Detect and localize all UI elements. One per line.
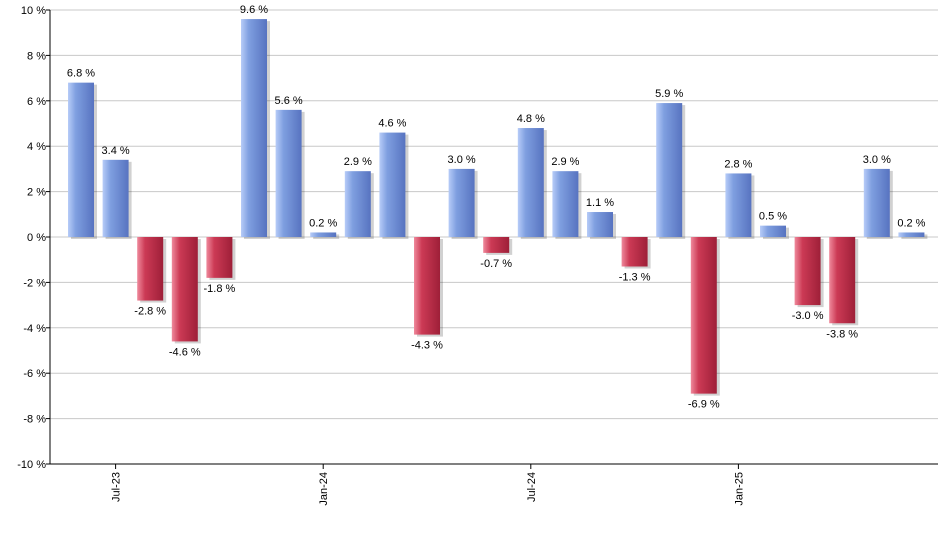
data-label: 4.8 %: [517, 113, 545, 125]
data-label: -1.8 %: [204, 283, 236, 295]
data-label: -1.3 %: [619, 272, 651, 284]
data-labels: 6.8 % 3.4 % -2.8 % -4.6 % -1.8 % 9.6 % 5.6 % 0.…: [67, 4, 926, 411]
bar: [621, 237, 648, 267]
bar: [656, 103, 683, 237]
bar: [102, 159, 129, 237]
y-tick-label: -6 %: [23, 368, 46, 380]
bar: [310, 232, 337, 237]
bar: [379, 132, 406, 237]
data-label: 9.6 %: [240, 4, 268, 16]
data-label: -3.0 %: [792, 310, 824, 322]
bar: [794, 237, 821, 306]
y-tick-label: 0 %: [27, 232, 46, 244]
y-tick-label: 10 %: [21, 5, 46, 17]
y-tick-label: 2 %: [27, 187, 46, 199]
bar: [517, 128, 544, 237]
data-label: -2.8 %: [134, 306, 166, 318]
bar: [68, 82, 94, 237]
y-tick-label: -2 %: [23, 277, 46, 289]
y-tick-label: -8 %: [23, 414, 46, 426]
data-label: 3.0 %: [448, 154, 476, 166]
bar: [587, 212, 613, 237]
data-label: 2.9 %: [344, 156, 372, 168]
data-label: 6.8 %: [67, 68, 95, 80]
bar: [171, 237, 198, 342]
data-label: 2.9 %: [551, 156, 579, 168]
x-tick-label: Jul-23: [111, 472, 123, 502]
data-label: -6.9 %: [688, 399, 720, 411]
bar: [690, 237, 717, 394]
bar: [898, 232, 925, 237]
data-label: 0.2 %: [309, 217, 337, 229]
data-label: 5.9 %: [655, 88, 683, 100]
y-tick-label: -4 %: [23, 323, 46, 335]
data-label: 2.8 %: [724, 158, 752, 170]
bar: [137, 237, 164, 301]
y-tick-label: -10 %: [17, 459, 46, 471]
y-tick-label: 4 %: [27, 141, 46, 153]
data-label: -4.6 %: [169, 346, 201, 358]
bar: [483, 237, 510, 253]
bar: [829, 237, 856, 324]
bar: [275, 109, 302, 237]
x-tick-label: Jan-24: [318, 472, 330, 506]
data-label: 0.2 %: [897, 217, 925, 229]
bar: [448, 168, 475, 237]
bars: [68, 19, 928, 396]
x-tick-label: Jul-24: [526, 472, 538, 502]
data-label: 0.5 %: [759, 211, 787, 223]
bar: [414, 237, 440, 335]
bar: [206, 237, 233, 278]
bar: [344, 171, 371, 237]
bar: [760, 225, 786, 237]
axes: 10 % 8 % 6 % 4 % 2 % 0 % -2 % -4 % -6 % -8 % -10 %…: [17, 5, 938, 506]
data-label: 3.0 %: [863, 154, 891, 166]
data-label: 5.6 %: [275, 95, 303, 107]
bar: [552, 171, 579, 237]
x-tick-label: Jan-25: [733, 472, 745, 506]
bar: [863, 168, 890, 237]
bar: [241, 19, 267, 237]
data-label: 3.4 %: [102, 145, 130, 157]
data-label: 1.1 %: [586, 197, 614, 209]
data-label: -3.8 %: [826, 328, 858, 340]
data-label: -4.3 %: [411, 340, 443, 352]
y-tick-label: 6 %: [27, 96, 46, 108]
data-label: 4.6 %: [378, 118, 406, 130]
bar: [725, 173, 752, 237]
y-tick-label: 8 %: [27, 50, 46, 62]
data-label: -0.7 %: [480, 258, 512, 270]
